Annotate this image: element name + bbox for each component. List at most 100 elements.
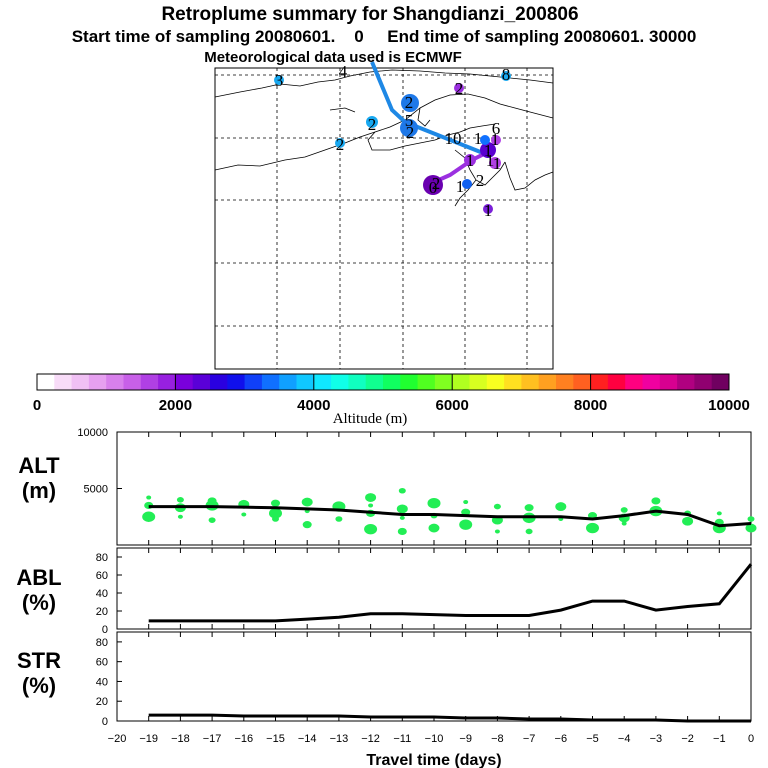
colorbar-swatch — [383, 374, 401, 390]
map-marker — [480, 142, 496, 158]
altitude-scatter-point — [427, 497, 441, 509]
x-tick-label: −6 — [555, 733, 568, 745]
map-label: 2 — [432, 174, 441, 193]
y-tick-label: 40 — [96, 676, 108, 688]
x-tick-label: −7 — [523, 733, 536, 745]
altitude-scatter-point — [146, 495, 152, 500]
panel-unit: (%) — [22, 673, 56, 698]
map-marker — [489, 157, 501, 169]
colorbar-label: Altitude (m) — [333, 411, 408, 427]
series-line-str — [148, 713, 751, 723]
colorbar-swatch — [227, 374, 246, 390]
colorbar-swatch — [261, 374, 280, 390]
panel-alt: 10000 5000 ALT(m) — [18, 427, 757, 546]
altitude-scatter-point — [524, 504, 534, 512]
map-marker — [274, 75, 284, 85]
colorbar-swatch — [175, 374, 194, 390]
map-marker — [366, 116, 378, 128]
map-label: 1 — [484, 201, 493, 220]
altitude-scatter-point — [177, 514, 183, 519]
colorbar-tick-label: 10000 — [708, 397, 750, 414]
colorbar-swatch — [192, 374, 211, 390]
altitude-scatter-point — [142, 511, 156, 522]
altitude-scatter-point — [241, 512, 247, 517]
map-label: 2 — [336, 135, 345, 154]
panel-frame — [116, 631, 752, 722]
map-label: 1 — [466, 151, 475, 170]
colorbar-swatch — [573, 374, 592, 390]
colorbar-swatch — [556, 374, 574, 390]
map-label: 1 — [491, 130, 500, 149]
panel-unit: (m) — [22, 478, 56, 503]
map-marker — [464, 154, 476, 166]
colorbar-tick-label: 0 — [33, 397, 41, 414]
altitude-scatter-point — [398, 487, 406, 494]
map-marker — [501, 71, 511, 81]
altitude-scatter-point — [682, 516, 694, 526]
altitude-scatter-point — [335, 516, 343, 522]
colorbar-swatch — [106, 374, 124, 390]
colorbar-swatch — [694, 374, 713, 390]
altitude-scatter-point — [745, 523, 757, 533]
y-tick-label: 80 — [96, 637, 108, 649]
x-tick-label: −12 — [361, 733, 380, 745]
map-label: 1 — [493, 154, 502, 173]
panel-label: ALT — [18, 453, 60, 478]
colorbar-swatch — [279, 374, 297, 390]
y-tick-label: 10000 — [77, 427, 108, 439]
x-tick-label: −15 — [266, 733, 285, 745]
altitude-scatter-point — [493, 503, 501, 510]
colorbar-swatch — [210, 374, 228, 390]
series-line-abl — [148, 563, 753, 623]
x-tick-label: −13 — [330, 733, 349, 745]
map-label: 1 — [484, 141, 493, 160]
altitude-scatter-point — [176, 497, 184, 503]
altitude-scatter-point — [302, 521, 312, 529]
colorbar-swatch — [71, 374, 90, 390]
colorbar-tick-label: 6000 — [436, 397, 469, 414]
altitude-scatter-point — [269, 508, 282, 519]
colorbar-swatch — [469, 374, 488, 390]
colorbar-swatch — [521, 374, 540, 390]
altitude-scatter-point — [716, 511, 722, 516]
map-label: 10 — [445, 129, 462, 148]
colorbar-swatch — [642, 374, 661, 390]
altitude-scatter-point — [620, 507, 628, 513]
colorbar-swatch — [590, 374, 609, 390]
map-label: 3 — [275, 71, 284, 90]
panel-frame — [116, 547, 752, 630]
colorbar-swatch — [140, 374, 159, 390]
altitude-scatter-point — [428, 523, 440, 533]
colorbar-swatch — [365, 374, 384, 390]
panel-abl: 80 60 40 20 0 ABL(%) — [16, 547, 753, 636]
colorbar-swatch — [607, 374, 626, 390]
map-label: 0 — [429, 178, 438, 197]
altitude-scatter-point — [621, 521, 627, 526]
map-marker — [483, 204, 493, 214]
x-tick-label: −14 — [298, 733, 317, 745]
y-tick-label: 60 — [96, 570, 108, 582]
colorbar-swatch — [486, 374, 505, 390]
panel-unit: (%) — [22, 590, 56, 615]
sampling-time-subtitle: Start time of sampling 20080601. 0 End t… — [72, 27, 697, 46]
map-marker — [423, 175, 443, 195]
colorbar-swatch — [659, 374, 678, 390]
altitude-scatter-point — [586, 522, 599, 534]
colorbar-swatch — [348, 374, 367, 390]
colorbar-swatch — [711, 374, 730, 390]
altitude-scatter-point — [364, 523, 378, 535]
map-marker — [335, 138, 345, 148]
map-marker — [480, 135, 490, 145]
map-label: 2 — [455, 79, 464, 98]
colorbar-swatch — [331, 374, 349, 390]
altitude-scatter-point — [397, 527, 407, 536]
altitude-scatter-point — [494, 529, 500, 534]
y-tick-label: 60 — [96, 657, 108, 669]
altitude-scatter-point — [747, 516, 755, 522]
altitude-scatter-point — [459, 519, 473, 530]
figure-title: Retroplume summary for Shangdianzi_20080… — [161, 4, 578, 25]
altitude-scatter-point — [365, 493, 377, 502]
map-label: 2 — [476, 171, 485, 190]
x-tick-label: −11 — [393, 733, 411, 745]
colorbar-swatch — [158, 374, 176, 390]
